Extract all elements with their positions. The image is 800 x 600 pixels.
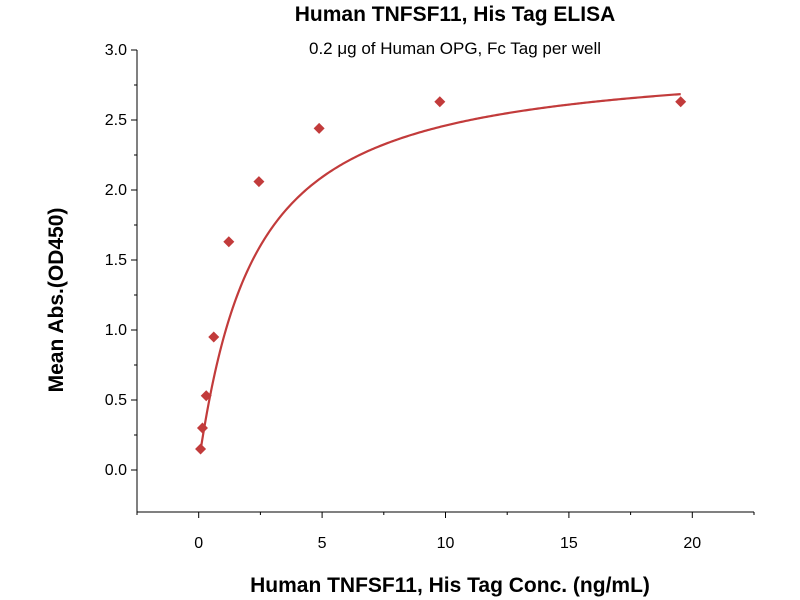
data-point [196,422,208,434]
x-tick-label: 0 [194,535,203,552]
y-tick-label: 0.5 [105,392,127,409]
chart-subtitle: 0.2 μg of Human OPG, Fc Tag per well [309,39,601,58]
y-tick-label: 2.5 [105,112,127,129]
data-point [200,390,212,402]
fit-curve [199,93,681,451]
y-tick-label: 3.0 [105,42,127,59]
data-point [434,96,446,108]
x-tick-label: 5 [318,535,327,552]
x-tick-label: 10 [437,535,455,552]
y-tick-label: 1.0 [105,322,127,339]
y-tick-label: 1.5 [105,252,127,269]
y-axis-title: Mean Abs.(OD450) [45,208,68,393]
data-point [223,236,235,248]
y-tick-label: 2.0 [105,182,127,199]
y-ticks: 0.0 0.5 1.0 1.5 2.0 2.5 3.0 [105,42,137,479]
chart-title: Human TNFSF11, His Tag ELISA [295,3,616,26]
x-ticks: 0 5 10 15 20 [136,512,755,552]
data-point [675,96,687,108]
data-points [195,96,687,455]
x-tick-label: 15 [560,535,578,552]
y-tick-label: 0.0 [105,462,127,479]
x-tick-label: 20 [683,535,701,552]
data-point [195,443,207,455]
data-point [208,331,220,343]
data-point [313,122,325,134]
x-axis-title: Human TNFSF11, His Tag Conc. (ng/mL) [250,574,650,597]
axes [136,50,754,513]
data-point [253,176,265,188]
